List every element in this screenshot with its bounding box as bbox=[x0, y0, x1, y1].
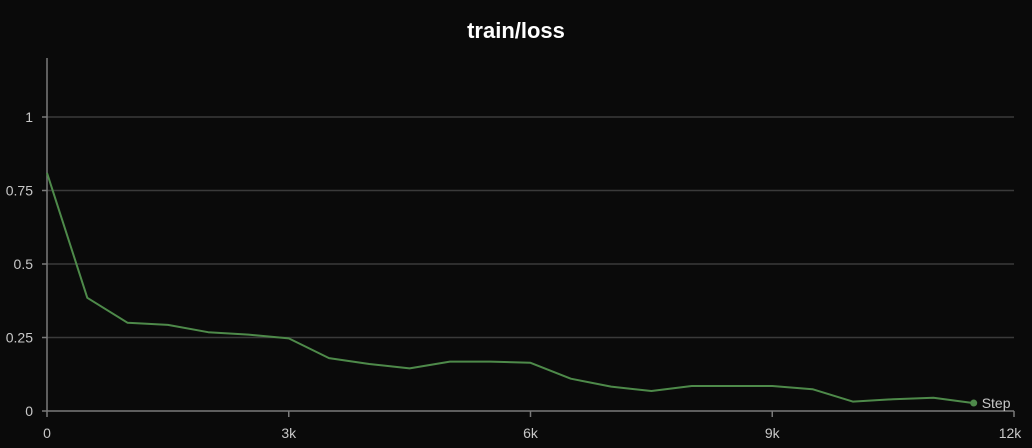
y-tick-label: 0.75 bbox=[6, 183, 33, 199]
x-tick-label: 0 bbox=[43, 425, 51, 441]
y-tick-label: 1 bbox=[25, 109, 33, 125]
series-layer: Step bbox=[46, 172, 1011, 411]
x-tick-label: 3k bbox=[281, 425, 297, 441]
x-axis-ticks: 0 3k 6k 9k 12k bbox=[43, 411, 1022, 441]
series-line bbox=[46, 172, 974, 405]
x-tick-label: 9k bbox=[765, 425, 781, 441]
y-axis-ticks: 0 0.25 0.5 0.75 1 bbox=[6, 109, 47, 419]
grid-lines bbox=[47, 116, 1014, 339]
x-tick-label: 6k bbox=[523, 425, 539, 441]
series-label: Step bbox=[982, 395, 1011, 411]
series-end-marker bbox=[970, 399, 978, 407]
chart-title: train/loss bbox=[467, 18, 565, 43]
y-tick-label: 0 bbox=[25, 403, 33, 419]
y-tick-label: 0.25 bbox=[6, 330, 33, 346]
y-tick-label: 0.5 bbox=[14, 256, 34, 272]
x-tick-label: 12k bbox=[999, 425, 1023, 441]
